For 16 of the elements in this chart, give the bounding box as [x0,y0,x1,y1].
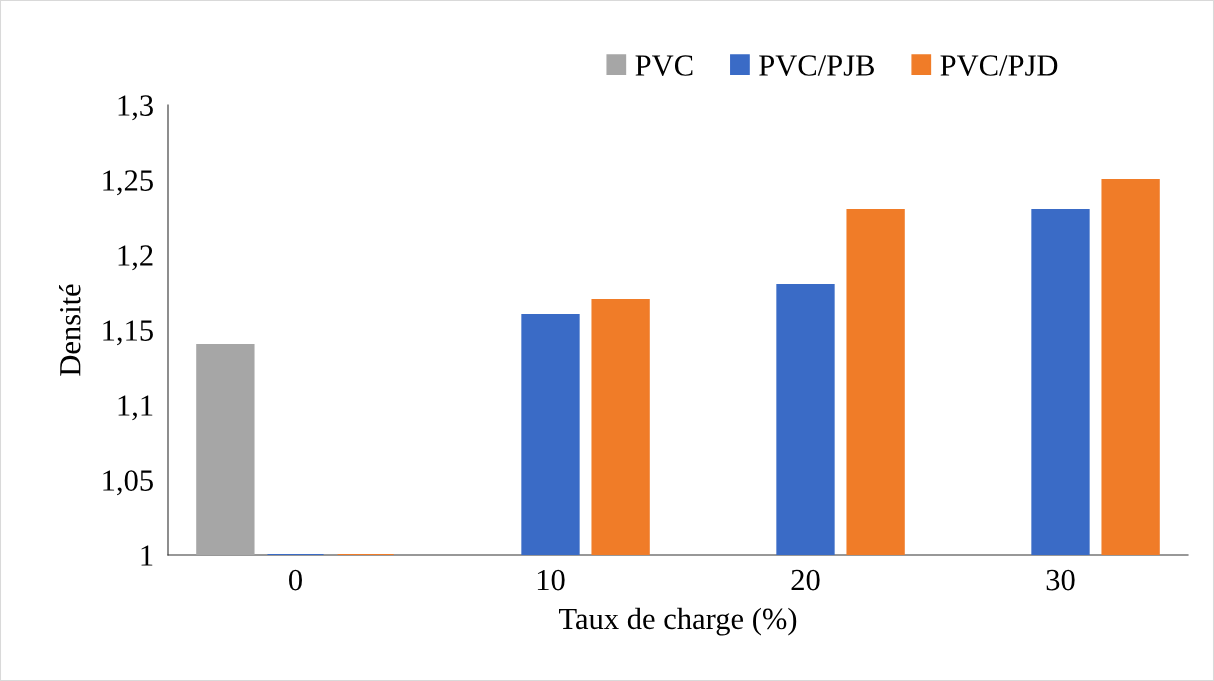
y-tick-label: 1,25 [103,170,153,196]
y-tick-label: 1,2 [118,245,153,271]
y-axis-title: Densité [59,284,81,376]
x-tick-label: 0 [289,569,302,591]
x-tick-label: 10 [537,569,565,591]
y-tick-label: 1 [141,545,153,566]
y-tick-label: 1,05 [103,470,153,496]
x-tick-label: 20 [791,569,820,591]
y-tick-label: 1,15 [103,320,153,346]
y-tick-label: 1,3 [118,95,153,121]
legend-label: PVC/PJB [759,55,874,76]
legend-label: PVC [635,55,693,76]
x-tick-label: 30 [1046,569,1075,591]
y-tick-label: 1,1 [118,395,153,421]
legend-label: PVC/PJD [940,55,1058,76]
x-axis-title: Taux de charge (%) [559,607,797,636]
